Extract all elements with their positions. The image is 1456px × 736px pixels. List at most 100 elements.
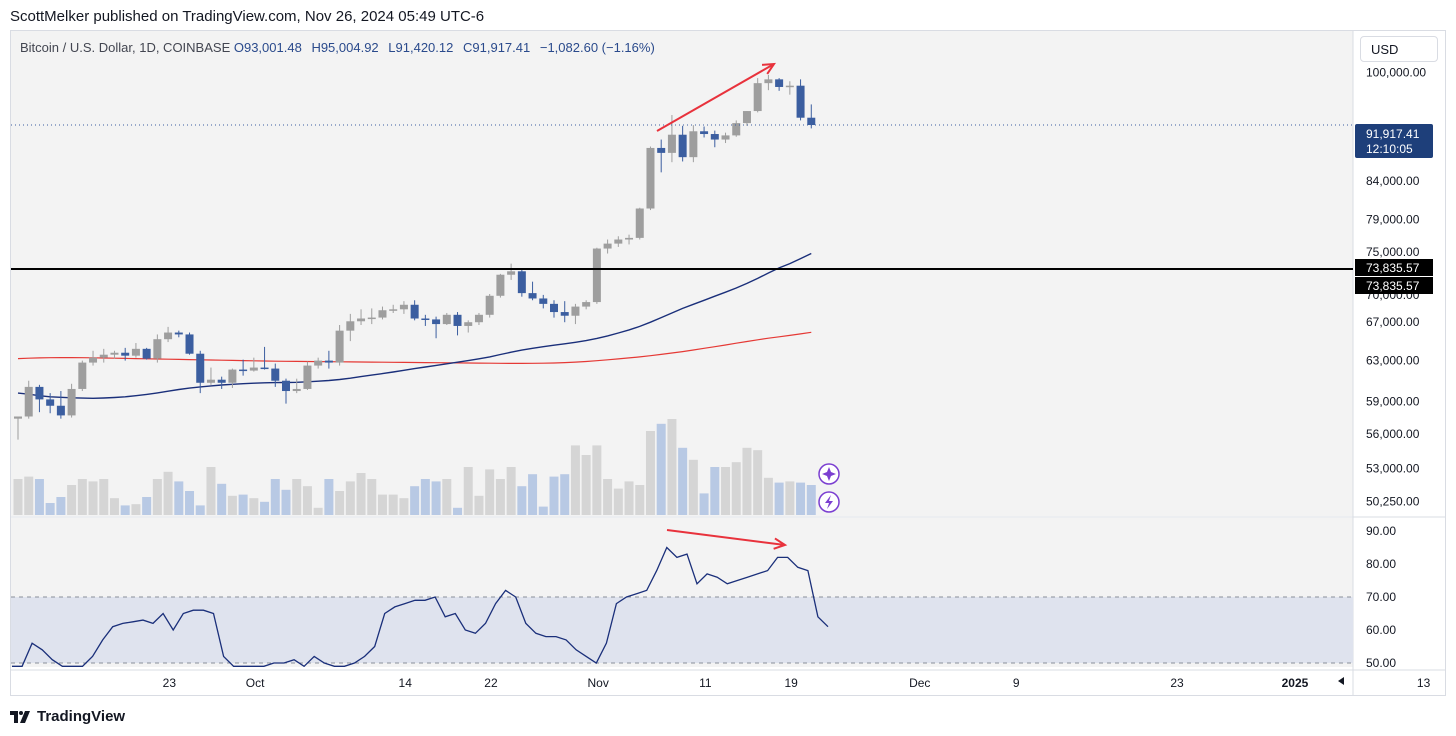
- candle-body: [142, 348, 151, 359]
- volume-bar: [453, 507, 463, 515]
- candle-body: [807, 117, 816, 126]
- volume-bar: [88, 481, 98, 515]
- candle-body: [367, 317, 376, 320]
- time-tick-label: Oct: [246, 676, 265, 690]
- volume-bar: [442, 479, 452, 515]
- time-tick-label: 2025: [1282, 676, 1309, 690]
- rsi-tick-label: 60.00: [1366, 623, 1396, 637]
- hline-label-bg-2: [1355, 277, 1433, 294]
- time-tick-label: Nov: [587, 676, 608, 690]
- volume-bar: [742, 447, 752, 515]
- rsi-divergence-arrow: [666, 529, 786, 546]
- candle-body: [174, 332, 183, 335]
- candle-body: [35, 386, 44, 400]
- volume-bar: [806, 485, 816, 515]
- candle-body: [721, 135, 730, 140]
- candle-body: [539, 298, 548, 304]
- volume-bar: [217, 483, 227, 515]
- candle-body: [56, 405, 65, 416]
- time-tick-label: 23: [163, 676, 177, 690]
- volume-bar: [367, 479, 377, 515]
- candle-body: [121, 352, 130, 356]
- ma-slow-line: [17, 331, 812, 364]
- volume-bar: [260, 501, 270, 515]
- price-tick-label: 79,000.00: [1366, 212, 1420, 226]
- candle-body: [689, 131, 698, 158]
- candle-body: [282, 380, 290, 392]
- candle-body: [635, 208, 644, 238]
- publisher-header: ScottMelker published on TradingView.com…: [10, 8, 485, 25]
- tradingview-footer: TradingView: [10, 708, 125, 725]
- candle-body: [421, 318, 430, 321]
- volume-bar: [67, 485, 77, 515]
- volume-bar: [356, 473, 366, 515]
- volume-bar: [313, 507, 323, 515]
- volume-bar: [420, 479, 430, 515]
- candle-body: [46, 399, 55, 406]
- lightning-icon: [825, 495, 833, 509]
- volume-bar: [77, 479, 87, 515]
- volume-bar: [185, 491, 195, 515]
- time-tick-label: 11: [699, 676, 712, 690]
- candle-body: [99, 354, 108, 358]
- candle-body: [464, 322, 473, 326]
- price-tick-label: 59,000.00: [1366, 395, 1420, 409]
- price-tick-label: 50,250.00: [1366, 495, 1420, 509]
- rsi-divergence-arrow-head: [773, 537, 788, 550]
- candle-body: [432, 319, 441, 325]
- candle-body: [217, 379, 226, 383]
- volume-bar: [249, 498, 259, 515]
- candle-body: [185, 334, 194, 354]
- price-pane: [11, 31, 1353, 516]
- time-axis-arrow-icon: [1338, 677, 1344, 685]
- candle-body: [485, 295, 494, 315]
- volume-bar: [292, 479, 302, 515]
- volume-bar: [753, 450, 763, 515]
- volume-bar: [152, 479, 162, 515]
- candle-body: [378, 310, 387, 318]
- candle-body: [228, 369, 237, 383]
- rsi-line: [12, 546, 829, 667]
- price-tick-label: 56,000.00: [1366, 427, 1420, 441]
- volume-bar: [335, 491, 345, 515]
- volume-bar: [45, 503, 55, 515]
- candle-body: [239, 369, 248, 372]
- tradingview-brand: TradingView: [37, 708, 126, 725]
- candle-body: [442, 314, 451, 325]
- price-tick-label: 67,000.00: [1366, 315, 1420, 329]
- countdown-label: 12:10:05: [1366, 142, 1413, 156]
- volume-bar: [731, 462, 741, 515]
- volume-bar: [613, 488, 623, 515]
- time-tick-label: 19: [784, 676, 798, 690]
- candle-body: [732, 123, 741, 136]
- candle-body: [303, 365, 312, 389]
- volume-bar: [678, 447, 688, 515]
- rsi-tick-label: 80.00: [1366, 557, 1396, 571]
- candle-body: [775, 79, 784, 87]
- hline-price-label: 73,835.57: [1366, 279, 1420, 293]
- flash-button[interactable]: [818, 491, 840, 513]
- volume-bar: [142, 497, 152, 515]
- volume-bar: [24, 476, 34, 515]
- volume-bar: [345, 481, 355, 515]
- ai-assistant-button[interactable]: [818, 463, 840, 485]
- volume-bar: [710, 467, 720, 515]
- currency-selector[interactable]: USD: [1360, 36, 1438, 62]
- candle-body: [571, 306, 580, 316]
- candle-body: [153, 339, 162, 359]
- candle-body: [764, 79, 773, 84]
- candle-body: [335, 330, 344, 363]
- time-tick-label: 22: [484, 676, 498, 690]
- rsi-band: [11, 597, 1353, 663]
- time-tick-label: 14: [399, 676, 413, 690]
- price-trend-arrow-head: [761, 62, 776, 75]
- volume-bar: [785, 481, 795, 515]
- volume-bar: [592, 445, 602, 515]
- volume-bar: [174, 481, 184, 515]
- volume-bar: [238, 494, 248, 515]
- price-tick-label: 100,000.00: [1366, 65, 1426, 79]
- candle-body: [742, 111, 751, 124]
- candle-body: [24, 386, 33, 417]
- candle-body: [78, 362, 87, 389]
